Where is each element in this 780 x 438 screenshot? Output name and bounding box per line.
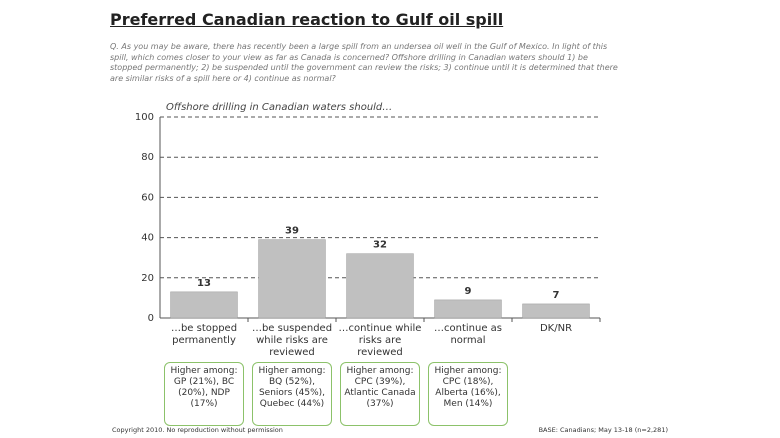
data-label: 9 — [465, 286, 472, 297]
data-label: 7 — [553, 290, 560, 301]
footer-right: BASE: Canadians; May 13-18 (n=2,281) — [538, 426, 668, 434]
y-tick-label: 80 — [141, 152, 154, 163]
data-label: 32 — [373, 240, 387, 251]
bar — [258, 239, 326, 319]
bar — [170, 291, 238, 319]
chart-title: Preferred Canadian reaction to Gulf oil … — [110, 10, 504, 29]
data-label: 13 — [197, 278, 211, 289]
annotation-box: Higher among: CPC (39%), Atlantic Canada… — [340, 362, 420, 426]
annotation-box: Higher among: GP (21%), BC (20%), NDP (1… — [164, 362, 244, 426]
subtitle: Offshore drilling in Canadian waters sho… — [166, 102, 393, 113]
y-tick-label: 60 — [141, 192, 154, 203]
data-label: 39 — [285, 226, 299, 237]
x-tick-label: …continue as normal — [434, 323, 502, 346]
x-tick-label: …be suspended while risks are reviewed — [251, 323, 333, 358]
question: Q. As you may be aware, there has recent… — [110, 42, 618, 83]
annotation-box: Higher among: CPC (18%), Alberta (16%), … — [428, 362, 508, 426]
footer-left: Copyright 2010. No reproduction without … — [112, 426, 283, 434]
x-tick-label: DK/NR — [539, 323, 573, 334]
x-tick-label: …continue while risks are reviewed — [338, 323, 422, 358]
bar — [522, 303, 590, 319]
x-tick-label: …be stopped permanently — [170, 323, 238, 346]
y-tick-label: 20 — [141, 273, 154, 284]
y-tick-label: 0 — [148, 313, 154, 324]
bar — [434, 299, 502, 319]
y-tick-label: 100 — [135, 112, 154, 123]
bar — [346, 253, 414, 319]
annotation-box: Higher among: BQ (52%), Seniors (45%), Q… — [252, 362, 332, 426]
y-tick-label: 40 — [141, 233, 154, 244]
